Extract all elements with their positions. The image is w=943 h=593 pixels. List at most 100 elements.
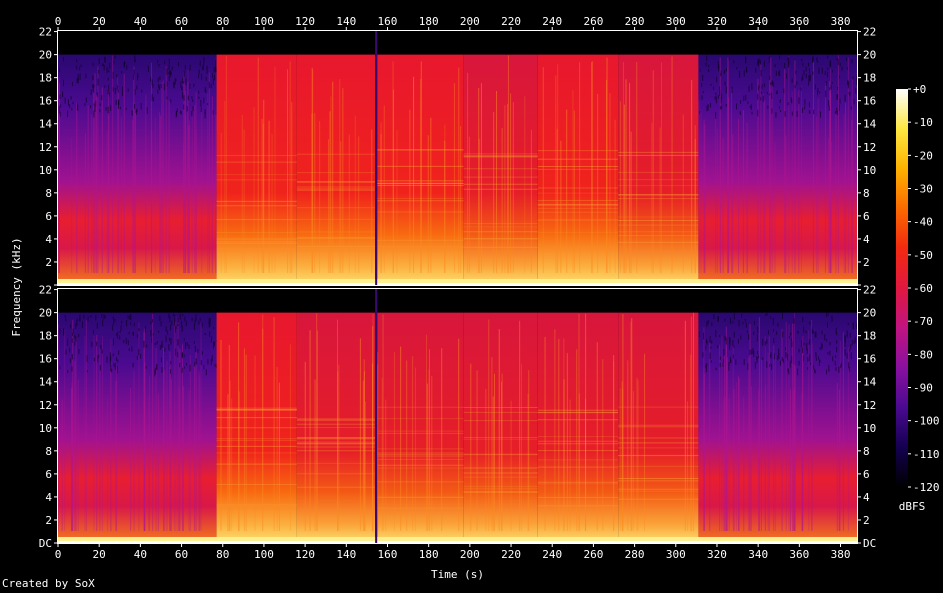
noise-speck	[127, 88, 129, 92]
noise-speck	[78, 334, 80, 338]
y-tick-label: 20	[39, 307, 52, 320]
x-tick-label: 240	[542, 15, 562, 28]
noise-speck	[791, 78, 793, 83]
noise-speck	[182, 91, 184, 99]
noise-speck	[83, 314, 85, 319]
noise-speck	[748, 85, 750, 92]
noise-speck	[175, 78, 177, 81]
colorbar-tick-label: -70	[913, 315, 933, 328]
noise-speck	[203, 56, 205, 64]
noise-speck	[851, 58, 853, 64]
noise-speck	[189, 364, 191, 372]
noise-speck	[133, 69, 135, 75]
noise-speck	[826, 71, 828, 78]
noise-speck	[784, 347, 786, 351]
x-tick-label: 0	[55, 15, 62, 28]
noise-speck	[167, 330, 169, 335]
noise-speck	[181, 367, 183, 373]
colorbar-tick-label: -120	[913, 481, 940, 494]
spectrogram-segment	[537, 312, 619, 543]
y-tick-label: 22	[39, 284, 52, 297]
noise-speck	[763, 83, 765, 87]
noise-speck	[194, 319, 196, 324]
noise-speck	[133, 322, 135, 327]
noise-speck	[144, 326, 146, 334]
noise-speck	[102, 319, 104, 327]
noise-speck	[146, 107, 148, 114]
noise-speck	[710, 83, 712, 86]
noise-speck	[849, 332, 851, 338]
noise-speck	[186, 342, 188, 347]
noise-speck	[110, 105, 112, 111]
noise-speck	[175, 326, 177, 329]
y-tick-label: 6	[863, 468, 870, 481]
noise-speck	[800, 87, 802, 91]
noise-speck	[168, 76, 170, 81]
noise-speck	[84, 103, 86, 107]
x-tick-label: 260	[583, 15, 603, 28]
x-axis-label: Time (s)	[431, 568, 484, 581]
noise-speck	[213, 326, 215, 330]
noise-speck	[757, 93, 759, 100]
noise-speck	[806, 343, 808, 350]
noise-speck	[821, 344, 823, 349]
noise-speck	[103, 314, 105, 320]
noise-speck	[154, 367, 156, 375]
noise-speck	[837, 59, 839, 66]
noise-speck	[788, 58, 790, 65]
noise-speck	[814, 368, 816, 373]
noise-speck	[758, 355, 760, 359]
noise-speck	[851, 339, 853, 346]
noise-speck	[725, 68, 727, 72]
noise-speck	[803, 326, 805, 333]
noise-speck	[815, 353, 817, 358]
noise-speck	[211, 355, 213, 362]
spectrogram-segment	[698, 54, 857, 285]
noise-speck	[782, 359, 784, 363]
noise-speck	[168, 313, 170, 319]
noise-speck	[768, 56, 770, 63]
noise-speck	[106, 66, 108, 74]
colorbar-tick-label: -80	[913, 348, 933, 361]
noise-speck	[131, 110, 133, 116]
noise-speck	[752, 348, 754, 355]
noise-speck	[817, 356, 819, 360]
noise-speck	[847, 79, 849, 86]
noise-speck	[826, 339, 828, 342]
noise-speck	[800, 340, 802, 347]
noise-speck	[146, 344, 148, 348]
x-tick-label: 180	[419, 548, 439, 561]
noise-speck	[705, 345, 707, 350]
noise-speck	[841, 66, 843, 71]
x-tick-label: 360	[789, 15, 809, 28]
noise-speck	[182, 313, 184, 316]
noise-speck	[762, 95, 764, 102]
noise-speck	[99, 103, 101, 106]
noise-speck	[813, 364, 815, 370]
noise-speck	[113, 338, 115, 346]
noise-speck	[809, 75, 811, 82]
noise-speck	[178, 62, 180, 66]
noise-speck	[195, 314, 197, 319]
x-tick-label: 120	[295, 15, 315, 28]
spectrogram-segment	[537, 54, 619, 285]
noise-speck	[757, 109, 759, 117]
noise-speck	[138, 348, 140, 356]
noise-speck	[109, 352, 111, 356]
noise-speck	[183, 366, 185, 369]
noise-speck	[180, 110, 182, 114]
noise-speck	[126, 64, 128, 70]
noise-speck	[850, 106, 852, 110]
noise-speck	[204, 109, 206, 115]
noise-speck	[103, 64, 105, 71]
noise-speck	[112, 353, 114, 357]
noise-speck	[756, 62, 758, 65]
noise-speck	[97, 355, 99, 363]
noise-speck	[76, 320, 78, 327]
noise-speck	[819, 360, 821, 363]
noise-speck	[194, 345, 196, 353]
noise-speck	[67, 110, 69, 117]
noise-speck	[198, 74, 200, 79]
noise-speck	[133, 103, 135, 109]
noise-speck	[86, 355, 88, 363]
